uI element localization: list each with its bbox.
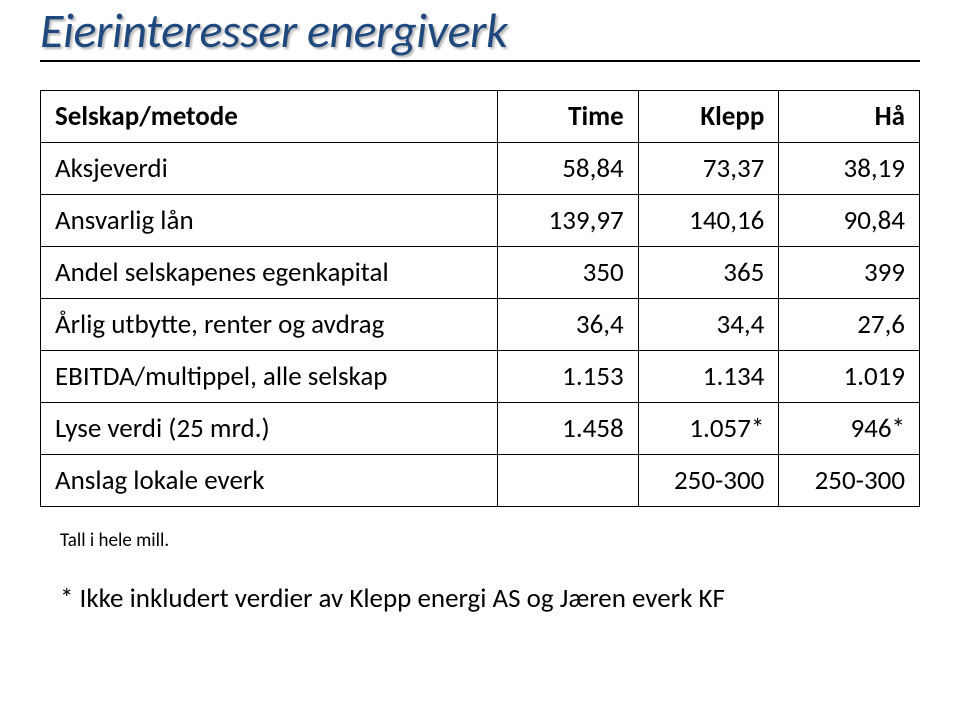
table-row: Ansvarlig lån 139,97 140,16 90,84 — [41, 195, 920, 247]
cell: 90,84 — [779, 195, 920, 247]
row-label: Lyse verdi (25 mrd.) — [41, 403, 498, 455]
cell: 27,6 — [779, 299, 920, 351]
cell: 1.134 — [638, 351, 779, 403]
cell: 140,16 — [638, 195, 779, 247]
cell: 139,97 — [498, 195, 639, 247]
row-label: Aksjeverdi — [41, 143, 498, 195]
table-row: Lyse verdi (25 mrd.) 1.458 1.057* 946* — [41, 403, 920, 455]
cell: 1.458 — [498, 403, 639, 455]
cell: 1.019 — [779, 351, 920, 403]
cell: 250-300 — [779, 455, 920, 507]
table-row: Årlig utbytte, renter og avdrag 36,4 34,… — [41, 299, 920, 351]
col-header-0: Selskap/metode — [41, 91, 498, 143]
slide-title: Eierinteresser energiverk — [40, 6, 920, 56]
col-header-2: Klepp — [638, 91, 779, 143]
table-row: EBITDA/multippel, alle selskap 1.153 1.1… — [41, 351, 920, 403]
title-underline — [40, 60, 920, 62]
cell: 38,19 — [779, 143, 920, 195]
data-table: Selskap/metode Time Klepp Hå Aksjeverdi … — [40, 90, 920, 507]
slide-title-area: Eierinteresser energiverk — [40, 0, 920, 58]
col-header-1: Time — [498, 91, 639, 143]
row-label: EBITDA/multippel, alle selskap — [41, 351, 498, 403]
table-row: Andel selskapenes egenkapital 350 365 39… — [41, 247, 920, 299]
cell: 34,4 — [638, 299, 779, 351]
cell: 1.057* — [638, 403, 779, 455]
cell: 365 — [638, 247, 779, 299]
cell: 399 — [779, 247, 920, 299]
footnote-1: Tall i hele mill. — [60, 529, 920, 552]
table-row: Anslag lokale everk 250-300 250-300 — [41, 455, 920, 507]
cell: 58,84 — [498, 143, 639, 195]
cell: 946* — [779, 403, 920, 455]
row-label: Andel selskapenes egenkapital — [41, 247, 498, 299]
cell: 73,37 — [638, 143, 779, 195]
row-label: Årlig utbytte, renter og avdrag — [41, 299, 498, 351]
footnote-2: * Ikke inkludert verdier av Klepp energi… — [60, 582, 920, 615]
cell: 36,4 — [498, 299, 639, 351]
col-header-3: Hå — [779, 91, 920, 143]
table-row: Aksjeverdi 58,84 73,37 38,19 — [41, 143, 920, 195]
cell: 250-300 — [638, 455, 779, 507]
table-header-row: Selskap/metode Time Klepp Hå — [41, 91, 920, 143]
cell: 350 — [498, 247, 639, 299]
row-label: Ansvarlig lån — [41, 195, 498, 247]
cell — [498, 455, 639, 507]
footnotes: Tall i hele mill. * Ikke inkludert verdi… — [40, 529, 920, 615]
cell: 1.153 — [498, 351, 639, 403]
row-label: Anslag lokale everk — [41, 455, 498, 507]
